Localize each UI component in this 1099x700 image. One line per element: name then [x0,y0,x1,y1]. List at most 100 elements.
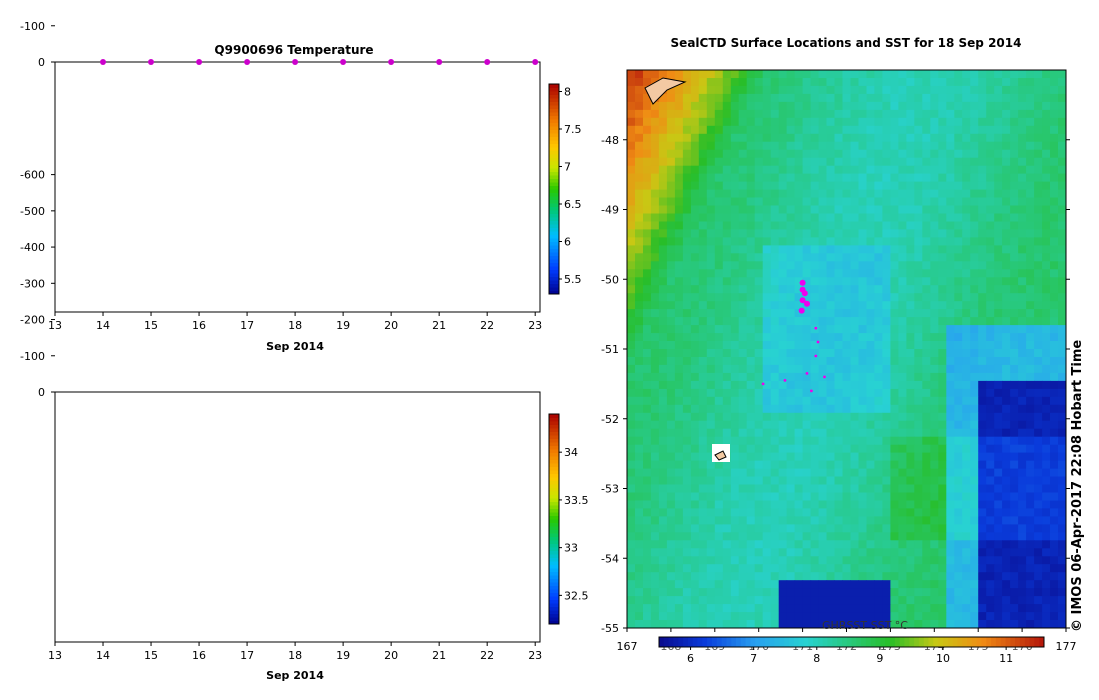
sst-cell [946,492,955,501]
sst-cell [722,149,732,159]
sst-cell [826,588,835,597]
sst-cell [682,612,692,621]
sst-cell [898,125,907,135]
sst-cell [810,269,820,278]
sst-cell [866,588,875,597]
sst-cell [858,412,867,422]
sst-cell [898,309,907,318]
sst-cell [1050,532,1059,541]
sst-cell [1034,548,1043,557]
sst-cell [802,516,812,525]
sst-cell [906,396,915,406]
sst-cell [682,500,692,509]
sst-cell [890,492,899,501]
sst-cell [898,141,907,151]
sst-cell [738,404,748,414]
sst-cell [842,548,851,557]
sst-cell [842,165,851,175]
sst-cell [650,476,660,485]
sst-cell [922,572,931,581]
sst-cell [690,173,700,183]
sst-cell [794,85,804,95]
sst-cell [794,293,804,302]
sst-cell [890,141,899,151]
sst-cell [938,508,947,517]
sst-cell [786,396,796,406]
sst-cell [978,500,987,509]
sst-cell [1058,588,1067,597]
sst-cell [714,325,724,334]
sst-cell [946,309,955,318]
sst-cell [834,317,843,326]
sst-cell [962,229,971,238]
sst-cell [643,237,652,246]
sst-cell [930,229,939,238]
colorbar-segment [549,508,559,513]
sst-cell [986,141,995,151]
sst-cell [1002,245,1011,254]
sst-cell [1058,293,1067,302]
sst-cell [650,277,660,286]
sst-cell [1050,309,1059,318]
colorbar-segment [549,550,559,555]
sst-cell [850,261,859,270]
sst-cell [810,301,820,310]
sst-cell [986,78,995,87]
sst-cell [842,436,851,446]
sst-cell [778,277,788,286]
sst-cell [810,133,820,143]
sst-cell [1002,133,1011,143]
sst-cell [1010,197,1019,206]
sst-cell [1058,117,1067,127]
sst-cell [658,357,668,366]
sst-cell [1050,301,1059,310]
sst-cell [1026,524,1035,533]
sst-cell [834,285,843,294]
sst-cell [674,532,684,541]
colorbar-segment [549,108,559,113]
sst-cell [627,213,636,222]
sst-cell [730,357,740,366]
sst-cell [962,149,971,159]
sst-cell [698,85,708,95]
sst-cell [850,596,859,605]
sst-cell [906,500,915,509]
sst-cell [1026,540,1035,549]
sst-cell [874,109,883,119]
sst-cell [738,213,748,222]
sst-cell [874,357,883,366]
sst-cell [818,70,828,79]
sst-cell [834,380,843,390]
sst-cell [754,500,764,509]
sst-cell [882,349,891,358]
sst-cell [1042,412,1051,422]
sst-cell [826,420,835,430]
sst-cell [1010,508,1019,517]
colorbar-segment [549,463,559,467]
sst-cell [635,85,644,95]
sst-cell [898,301,907,310]
sst-cell [970,580,979,589]
sst-cell [954,221,963,230]
sst-cell [730,245,740,254]
colorbar-segment [549,529,559,534]
colorbar-segment [549,154,559,158]
sst-cell [914,78,923,87]
sst-cell [754,444,764,454]
sst-cell [690,333,700,342]
sst-cell [1058,357,1067,366]
sst-cell [730,468,740,478]
sst-cell [754,532,764,541]
colorbar-segment [549,213,559,218]
sst-cell [627,125,636,135]
sst-cell [930,269,939,278]
sst-cell [954,253,963,262]
sst-cell [722,380,732,390]
sst-cell [898,540,907,549]
sst-cell [674,221,684,230]
sst-cell [627,205,636,214]
sst-cell [690,396,700,406]
sst-cell [762,412,772,422]
sst-cell [666,229,676,238]
sst-cell [826,444,835,454]
